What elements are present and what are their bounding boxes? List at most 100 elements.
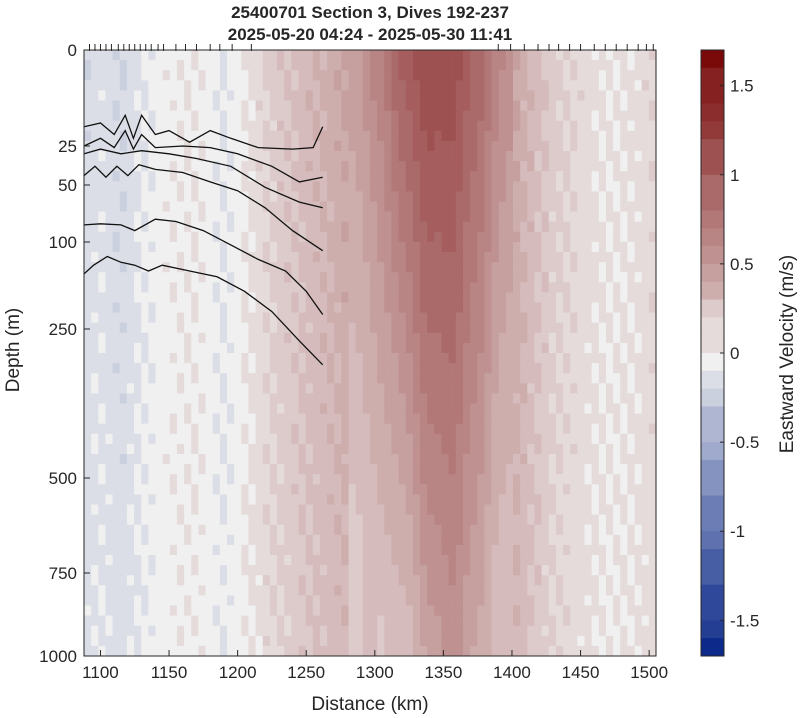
field-cell <box>627 100 636 112</box>
field-cell <box>319 413 328 425</box>
field-cell <box>420 302 428 314</box>
field-cell <box>126 494 135 506</box>
field-cell <box>348 90 357 102</box>
field-cell <box>327 575 335 586</box>
field-cell <box>520 565 528 576</box>
field-cell <box>555 50 564 61</box>
field-cell <box>398 454 407 465</box>
field-cell <box>484 454 493 465</box>
colorbar <box>700 49 725 657</box>
field-cell <box>405 100 414 112</box>
field-cell <box>84 504 92 516</box>
field-cell <box>105 544 114 556</box>
field-cell <box>334 595 342 607</box>
field-cell <box>126 615 135 627</box>
field-cell <box>227 252 235 263</box>
field-cell <box>212 635 221 647</box>
field-cell <box>355 474 364 485</box>
field-cell <box>570 383 578 394</box>
field-cell <box>327 504 335 516</box>
field-cell <box>98 191 107 203</box>
field-cell <box>555 90 564 102</box>
field-cell <box>427 534 435 546</box>
field-cell <box>391 70 400 81</box>
field-cell <box>513 433 521 445</box>
field-cell <box>312 635 321 647</box>
field-cell <box>448 282 457 293</box>
field-cell <box>84 241 92 253</box>
field-cell <box>491 90 500 102</box>
field-cell <box>84 474 92 485</box>
field-cell <box>255 423 264 435</box>
field-cell <box>119 494 128 506</box>
field-cell <box>377 262 385 273</box>
field-cell <box>98 555 107 566</box>
field-cell <box>405 151 414 162</box>
field-cell <box>620 80 628 91</box>
field-cell <box>191 130 199 142</box>
field-cell <box>505 252 514 263</box>
field-cell <box>362 373 371 384</box>
field-cell <box>434 231 443 243</box>
field-cell <box>541 585 550 596</box>
field-cell <box>355 262 364 273</box>
field-cell <box>598 403 607 415</box>
field-cell <box>570 645 578 656</box>
field-cell <box>534 231 543 243</box>
field-cell <box>248 282 257 293</box>
field-cell <box>620 332 628 344</box>
field-cell <box>605 605 614 617</box>
field-cell <box>534 524 543 536</box>
field-cell <box>126 363 135 374</box>
field-cell <box>648 454 656 465</box>
field-cell <box>505 171 514 182</box>
field-cell <box>627 585 636 596</box>
field-cell <box>105 332 114 344</box>
field-cell <box>341 130 350 142</box>
field-cell <box>491 151 500 162</box>
field-cell <box>584 80 593 91</box>
field-cell <box>534 615 543 627</box>
field-cell <box>148 454 157 465</box>
field-cell <box>498 312 507 324</box>
field-cell <box>520 575 528 586</box>
field-cell <box>462 50 471 61</box>
field-cell <box>505 423 514 435</box>
field-cell <box>248 474 257 485</box>
field-cell <box>284 70 292 81</box>
field-cell <box>570 302 578 314</box>
x-tick-label: 1100 <box>82 663 119 682</box>
field-cell <box>498 140 507 152</box>
field-cell <box>513 241 521 253</box>
field-cell <box>563 262 571 273</box>
field-cell <box>284 302 292 314</box>
field-cell <box>384 413 393 425</box>
field-cell <box>434 494 443 506</box>
field-cell <box>112 241 121 253</box>
field-cell <box>598 353 607 364</box>
field-cell <box>370 403 378 415</box>
field-cell <box>269 595 278 607</box>
field-cell <box>212 50 221 61</box>
field-cell <box>520 353 528 364</box>
field-cell <box>334 514 342 526</box>
field-cell <box>184 373 192 384</box>
field-cell <box>212 534 221 546</box>
field-cell <box>334 140 342 152</box>
field-cell <box>255 595 264 607</box>
field-cell <box>205 595 214 607</box>
field-cell <box>405 585 414 596</box>
field-cell <box>348 161 357 172</box>
field-cell <box>563 373 571 384</box>
field-cell <box>241 565 250 576</box>
field-cell <box>527 130 536 142</box>
field-cell <box>505 80 514 91</box>
field-cell <box>312 181 321 192</box>
field-cell <box>391 90 400 102</box>
field-cell <box>134 413 142 425</box>
field-cell <box>219 60 228 71</box>
field-cell <box>370 70 378 81</box>
field-cell <box>84 524 92 536</box>
field-cell <box>84 403 92 415</box>
field-cell <box>312 130 321 142</box>
